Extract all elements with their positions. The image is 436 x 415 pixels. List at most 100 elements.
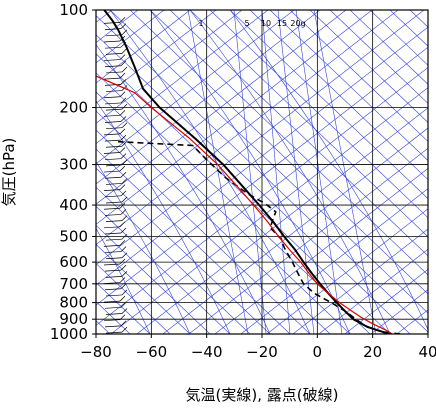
wind-barb-flag (121, 122, 128, 128)
isotherm-line (269, 10, 428, 161)
wind-barb-flag (119, 17, 126, 23)
wind-barb-flag (121, 178, 128, 184)
wind-barb (103, 282, 121, 284)
wind-barb-flag (119, 295, 126, 302)
wind-barb (104, 195, 122, 198)
wind-barb (103, 263, 121, 266)
wind-barb (104, 306, 122, 309)
dry-adiabat-line (344, 269, 428, 334)
wind-barb-flag (120, 320, 127, 327)
y-tick-label: 700 (59, 275, 88, 293)
wind-barb (104, 102, 122, 105)
wind-barb (104, 325, 122, 328)
mixing-ratio-labels: 1 5 10 15 20g (198, 19, 305, 28)
isotherm-line (369, 10, 428, 66)
wind-barb-flag (121, 308, 128, 314)
wind-barb-flag (119, 54, 126, 60)
mixing-ratio-label: 1 (198, 19, 203, 28)
wind-barb-flag (121, 103, 128, 110)
wind-barb-flag (120, 302, 127, 308)
wind-barb (104, 176, 122, 179)
y-tick-label: 100 (59, 1, 88, 19)
wind-barb (104, 232, 122, 235)
wind-barb (105, 294, 123, 297)
dry-adiabat-line (188, 147, 428, 334)
moist-adiabat-line (96, 44, 271, 334)
dry-adiabat-line (240, 188, 428, 334)
moist-adiabat-line (189, 10, 391, 334)
mixing-ratio-line (261, 10, 291, 334)
y-tick-label: 200 (59, 99, 88, 117)
x-tick-label: −20 (246, 343, 278, 361)
wind-barb-flag (121, 289, 128, 296)
wind-barb-flag (120, 209, 127, 215)
dry-adiabat-line (96, 10, 347, 205)
wind-barb (103, 152, 121, 154)
wind-barb-flag (120, 283, 127, 289)
series-line-1 (118, 140, 401, 334)
dry-adiabat-line (266, 208, 428, 334)
dry-adiabat-line (162, 127, 428, 334)
mixing-ratio-line (295, 10, 343, 334)
wind-barb (104, 46, 122, 49)
wind-barb-flag (119, 91, 126, 97)
series-group (96, 10, 401, 334)
wind-barb-flag (121, 271, 128, 277)
wind-barb (103, 207, 121, 210)
wind-barb-flag (119, 258, 126, 265)
wind-barb-flag (119, 221, 126, 228)
series-line-0 (103, 10, 390, 334)
moist-adiabat-line (96, 161, 191, 334)
moist-adiabat-line (149, 10, 351, 334)
isotherm-line (96, 129, 311, 334)
wind-barb-flag (121, 233, 128, 240)
y-tick-label: 500 (59, 227, 88, 245)
wind-barb-flag (120, 97, 127, 104)
wind-barb (104, 158, 122, 161)
wind-barb (105, 108, 123, 111)
wind-barb-flag (120, 134, 127, 141)
wind-barb (104, 139, 122, 142)
x-tick-label: 20 (363, 343, 382, 361)
moist-adiabat-line (96, 227, 151, 334)
isotherm-line (169, 10, 428, 257)
wind-barb-flag (121, 141, 128, 147)
wind-barb-flag (121, 29, 128, 36)
wind-barb (105, 34, 123, 37)
wind-barb (105, 145, 123, 148)
wind-barb (103, 96, 121, 99)
background-lines (96, 10, 436, 334)
wind-barb-flag (121, 215, 128, 221)
wind-barb (103, 22, 121, 24)
wind-barb-flag (121, 252, 128, 259)
isotherm-line (229, 10, 428, 200)
wind-barb (105, 53, 123, 55)
y-tick-label: 800 (59, 294, 88, 312)
dry-adiabat-line (96, 67, 428, 326)
mixing-ratio-line (233, 10, 267, 334)
wind-barb-flag (120, 79, 127, 85)
x-tick-label: 0 (313, 343, 323, 361)
wind-barb-flag (121, 326, 128, 333)
wind-barb-flag (119, 128, 126, 135)
mixing-ratio-line (277, 10, 315, 334)
mixing-ratio-label: 20g (290, 19, 305, 28)
wind-barb (105, 313, 123, 315)
wind-barb-flag (121, 196, 128, 203)
isotherm-line (329, 10, 428, 104)
wind-barb (103, 189, 121, 191)
dry-adiabat-line (96, 10, 243, 124)
dry-adiabat-line (214, 168, 428, 334)
isotherm-line (249, 10, 428, 181)
wind-barb (104, 121, 122, 123)
dry-adiabat-line (96, 10, 321, 185)
wind-barb (104, 65, 122, 68)
wind-barb-flag (119, 110, 126, 116)
wind-barb (105, 257, 123, 260)
wind-barb (105, 164, 123, 167)
isotherm-line (430, 10, 436, 334)
wind-barb (105, 276, 123, 278)
